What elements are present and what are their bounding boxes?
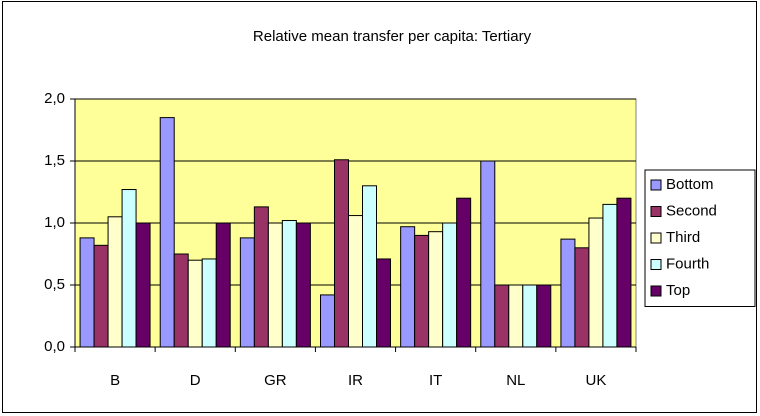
- legend-label: Second: [666, 202, 717, 219]
- bar: [187, 259, 203, 348]
- bar: [400, 226, 416, 348]
- legend-box: [644, 169, 756, 307]
- bar: [281, 220, 297, 348]
- bar: [480, 160, 496, 348]
- y-tick-label: 1,0: [44, 214, 65, 231]
- y-tick-label: 0,5: [44, 276, 65, 293]
- y-tick-label: 2,0: [44, 90, 65, 107]
- x-tick-label: UK: [586, 372, 607, 389]
- bar: [121, 189, 137, 348]
- bar: [295, 222, 311, 348]
- bar: [253, 206, 269, 348]
- bar: [201, 258, 217, 348]
- bar: [135, 222, 151, 348]
- bar: [173, 253, 189, 348]
- bar: [522, 284, 538, 348]
- bar: [348, 215, 363, 348]
- bar: [616, 197, 632, 348]
- x-tick-label: GR: [264, 372, 287, 389]
- legend-label: Top: [666, 282, 690, 299]
- bar: [536, 284, 552, 348]
- bar: [320, 294, 335, 348]
- y-tick-label: 0,0: [44, 338, 65, 355]
- legend-swatch: [650, 232, 662, 244]
- bar: [107, 216, 123, 348]
- legend-swatch: [650, 206, 662, 217]
- bar: [456, 197, 472, 348]
- bar: [79, 237, 95, 348]
- legend-swatch: [650, 179, 662, 191]
- legend-swatch: [650, 285, 662, 297]
- bar: [442, 222, 458, 348]
- x-tick-label: IR: [348, 372, 363, 389]
- bar: [588, 217, 604, 348]
- bar: [334, 159, 349, 348]
- bar: [376, 258, 391, 348]
- bar: [239, 237, 255, 348]
- y-tick-label: 1,5: [44, 152, 65, 169]
- bar: [414, 234, 430, 348]
- x-tick-label: B: [110, 372, 120, 389]
- x-tick-label: D: [190, 372, 201, 389]
- bar: [159, 117, 175, 348]
- bar: [267, 222, 283, 348]
- bar: [602, 203, 618, 348]
- x-tick-label: NL: [506, 372, 525, 389]
- bar: [215, 222, 231, 348]
- bar: [428, 231, 444, 348]
- bar: [494, 284, 510, 348]
- bar: [560, 238, 576, 348]
- x-tick-label: IT: [429, 372, 442, 389]
- bar: [508, 284, 524, 348]
- bar: [362, 185, 377, 348]
- legend-swatch: [650, 259, 662, 270]
- bar: [574, 247, 590, 348]
- bar: [93, 244, 109, 348]
- legend-label: Fourth: [666, 255, 709, 272]
- chart-title: Relative mean transfer per capita: Terti…: [253, 28, 532, 45]
- legend-label: Third: [666, 229, 700, 246]
- legend-label: Bottom: [666, 176, 714, 193]
